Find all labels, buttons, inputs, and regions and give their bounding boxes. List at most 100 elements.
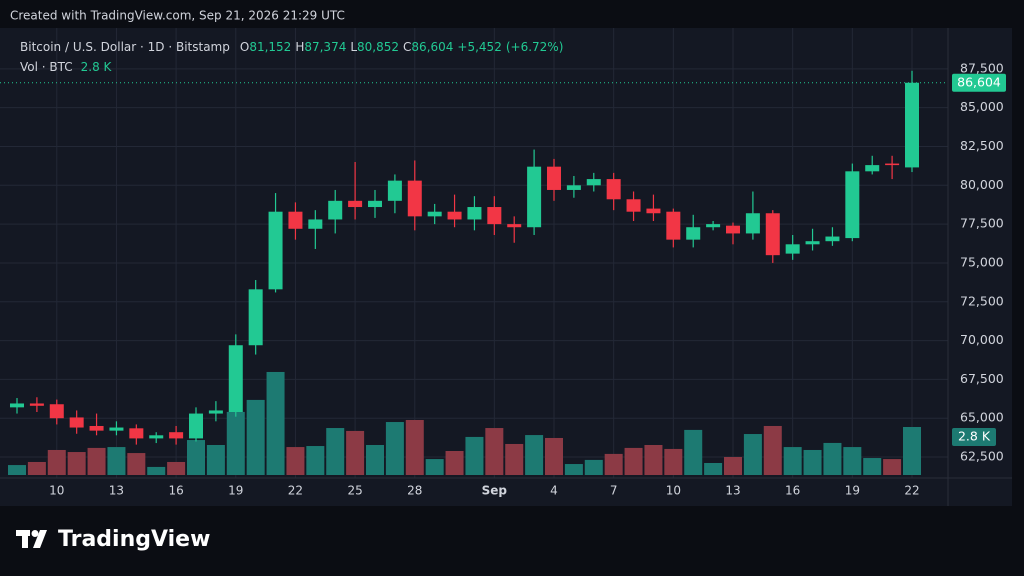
volume-bar	[286, 447, 305, 475]
candle-body	[129, 428, 144, 439]
x-tick-label: 16	[785, 484, 800, 498]
candle-body	[387, 180, 402, 201]
ohlc-value: 80,852	[357, 40, 400, 54]
candle-body	[805, 241, 820, 245]
x-tick-label: 13	[725, 484, 740, 498]
y-tick-label: 72,500	[960, 293, 1004, 308]
volume-bar	[823, 442, 842, 475]
x-tick-label: 22	[904, 484, 919, 498]
ohlc-key: O	[239, 40, 250, 54]
volume-bar	[87, 447, 106, 475]
y-tick-label: 70,000	[960, 332, 1004, 347]
ohlc-key: C	[403, 40, 412, 54]
volume-bar	[147, 466, 166, 475]
candle-body	[189, 413, 203, 439]
candle-body	[765, 213, 780, 256]
x-tick-label: 13	[109, 484, 124, 498]
volume-bar	[604, 453, 623, 475]
candle-body	[785, 244, 800, 254]
x-tick-label: 10	[49, 484, 64, 498]
candle-body	[666, 211, 681, 240]
candle-body	[288, 211, 303, 229]
candle-body	[825, 236, 840, 242]
change-percent: (+6.72%)	[505, 40, 564, 54]
y-tick-label: 80,000	[960, 177, 1004, 192]
y-tick-label: 75,000	[960, 254, 1004, 269]
y-tick-label: 67,500	[960, 371, 1004, 386]
y-tick-label: 87,500	[960, 60, 1004, 75]
candle-body	[745, 213, 760, 234]
y-tick-label: 82,500	[960, 138, 1004, 153]
x-tick-label: 7	[610, 484, 618, 498]
candle-body	[268, 211, 283, 290]
volume-bars	[8, 371, 921, 475]
candle-body	[606, 179, 621, 200]
volume-bar	[863, 458, 882, 475]
candle-body	[487, 207, 502, 225]
x-tick-label: 25	[347, 484, 362, 498]
y-tick-label: 62,500	[960, 449, 1004, 464]
volume-bar	[326, 428, 345, 475]
candle-body	[905, 82, 919, 168]
volume-bar	[107, 447, 126, 475]
x-tick-label: 19	[845, 484, 860, 498]
volume-bar	[306, 446, 325, 475]
candle-body	[248, 289, 263, 346]
candle-body	[69, 417, 84, 428]
candle-body	[328, 200, 343, 220]
volume-name: Vol · BTC	[20, 60, 73, 74]
volume-bar	[525, 435, 544, 475]
volume-bar	[187, 440, 205, 475]
volume-bar	[564, 464, 583, 475]
candle-body	[49, 404, 64, 419]
logo-icon	[16, 530, 47, 548]
volume-bar	[783, 447, 802, 475]
y-tick-label: 77,500	[960, 216, 1004, 231]
candle-body	[686, 227, 701, 240]
volume-box-label: 2.8 K	[958, 429, 991, 444]
candle-body	[29, 403, 44, 406]
volume-value: 2.8 K	[80, 60, 112, 74]
candle-body	[10, 403, 24, 408]
candle-body	[348, 200, 363, 208]
volume-box	[952, 428, 996, 446]
y-tick-label: 85,000	[960, 99, 1004, 114]
volume-bar	[425, 459, 444, 475]
volume-bar	[903, 427, 921, 475]
volume-bar	[226, 411, 245, 475]
volume-bar	[704, 463, 723, 475]
volume-bar	[8, 465, 26, 475]
x-tick-label: 28	[407, 484, 422, 498]
volume-bar	[843, 447, 862, 475]
ohlc-value: 81,152	[249, 40, 292, 54]
legend-line: Bitcoin / U.S. Dollar · 1D · Bitstamp O81…	[20, 40, 567, 54]
volume-legend: Vol · BTC 2.8 K	[20, 60, 115, 74]
watermark: TradingView	[58, 527, 210, 552]
candle-body	[885, 163, 900, 166]
candle-body	[507, 224, 522, 228]
ohlc-key: L	[350, 40, 358, 54]
candle-body	[527, 166, 542, 228]
candle-body	[447, 211, 462, 220]
volume-bar	[206, 445, 225, 475]
volume-bar	[505, 443, 524, 475]
candle-body	[586, 179, 601, 186]
volume-bar	[47, 449, 66, 475]
candle-body	[169, 432, 184, 439]
candle-body	[89, 425, 104, 431]
volume-bar	[27, 461, 46, 475]
chart-panel	[0, 28, 1012, 506]
candle-body	[566, 185, 581, 190]
volume-bar	[545, 437, 563, 475]
candle-body	[646, 208, 661, 214]
x-tick-label: 22	[288, 484, 303, 498]
volume-bar	[465, 436, 484, 475]
symbol: Bitcoin / U.S. Dollar · 1D · Bitstamp	[20, 40, 230, 54]
x-tick-label: 4	[550, 484, 558, 498]
volume-bar	[684, 429, 703, 475]
ohlc-value: 86,604	[411, 40, 454, 54]
change: +5,452	[457, 40, 502, 54]
candle-body	[308, 219, 323, 229]
